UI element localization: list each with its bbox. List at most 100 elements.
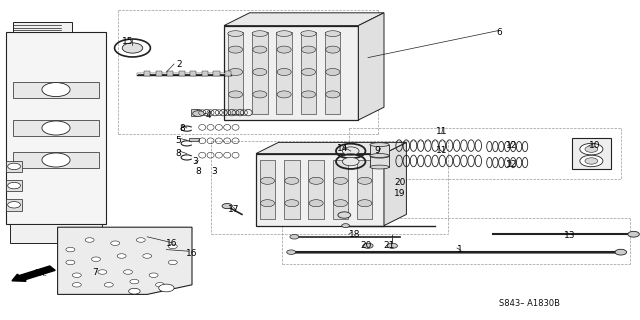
Polygon shape [58,227,192,294]
Circle shape [228,91,243,98]
Text: S843– A1830B: S843– A1830B [499,299,560,308]
Text: 16: 16 [166,239,177,248]
Text: 7: 7 [92,268,97,277]
Bar [144,71,150,76]
Text: 2: 2 [177,60,182,68]
Circle shape [124,270,132,274]
Text: 18: 18 [349,230,361,239]
Circle shape [253,46,267,53]
Bar [6,180,22,191]
Circle shape [342,147,359,155]
Text: 13: 13 [564,231,575,240]
Polygon shape [256,142,406,154]
Circle shape [222,204,232,209]
Text: 11: 11 [436,146,447,155]
Text: 12: 12 [506,141,518,150]
Circle shape [111,241,120,245]
Text: 8: 8 [180,124,185,132]
Circle shape [117,254,126,258]
Bar [225,71,231,76]
Text: 19: 19 [394,189,406,198]
Text: 8: 8 [196,167,201,176]
Bar [252,32,268,114]
Text: 15: 15 [122,37,134,46]
Circle shape [72,283,81,287]
Circle shape [8,202,20,208]
Circle shape [358,177,372,184]
Circle shape [228,68,243,76]
Circle shape [277,46,291,53]
Text: 11: 11 [436,127,447,136]
Bar [572,138,611,169]
Text: 9: 9 [375,146,380,155]
Bar [284,160,300,219]
Circle shape [122,43,143,53]
Circle shape [130,279,139,284]
Circle shape [342,157,359,166]
Bar [256,154,384,226]
Ellipse shape [370,143,389,147]
Circle shape [149,273,158,277]
Bar [213,71,220,76]
Circle shape [628,231,639,237]
Circle shape [301,91,316,98]
Bar [308,160,324,219]
Circle shape [193,111,204,116]
Circle shape [387,243,397,248]
Circle shape [253,91,267,98]
Circle shape [285,200,299,207]
Ellipse shape [370,154,389,158]
Bar [156,71,162,76]
Circle shape [309,177,323,184]
Bar [357,160,372,219]
Ellipse shape [252,31,268,36]
Bar [260,160,275,219]
Bar [10,224,102,243]
Text: FR.: FR. [34,269,47,278]
Text: 17: 17 [228,205,239,214]
Text: 10: 10 [589,141,601,150]
Circle shape [143,254,152,258]
Circle shape [129,288,140,294]
Circle shape [333,200,348,207]
Bar [13,82,99,98]
Ellipse shape [370,154,389,157]
Text: 4: 4 [205,111,211,120]
Circle shape [66,247,75,252]
Circle shape [85,238,94,242]
Bar [228,32,243,114]
Bar [191,109,197,116]
Circle shape [326,46,340,53]
Bar [276,32,292,114]
Bar [6,161,22,172]
FancyArrow shape [12,266,55,281]
Circle shape [338,212,351,218]
Ellipse shape [325,31,340,36]
Text: 14: 14 [337,144,348,153]
Circle shape [8,163,20,170]
Circle shape [326,91,340,98]
Circle shape [104,283,113,287]
Ellipse shape [301,31,316,36]
Circle shape [301,46,316,53]
Circle shape [290,235,299,239]
Bar [167,71,173,76]
Circle shape [615,249,627,255]
Polygon shape [358,13,384,120]
Bar [202,71,208,76]
Circle shape [66,260,75,265]
Circle shape [585,146,598,152]
Text: 20: 20 [360,241,372,250]
Circle shape [277,68,291,76]
Circle shape [260,177,275,184]
Circle shape [326,68,340,76]
Circle shape [92,257,100,261]
Text: 1: 1 [457,245,462,254]
Circle shape [42,121,70,135]
Circle shape [8,182,20,189]
Circle shape [159,284,174,292]
Circle shape [136,238,145,242]
Polygon shape [384,142,406,226]
Circle shape [358,200,372,207]
Ellipse shape [276,31,292,36]
